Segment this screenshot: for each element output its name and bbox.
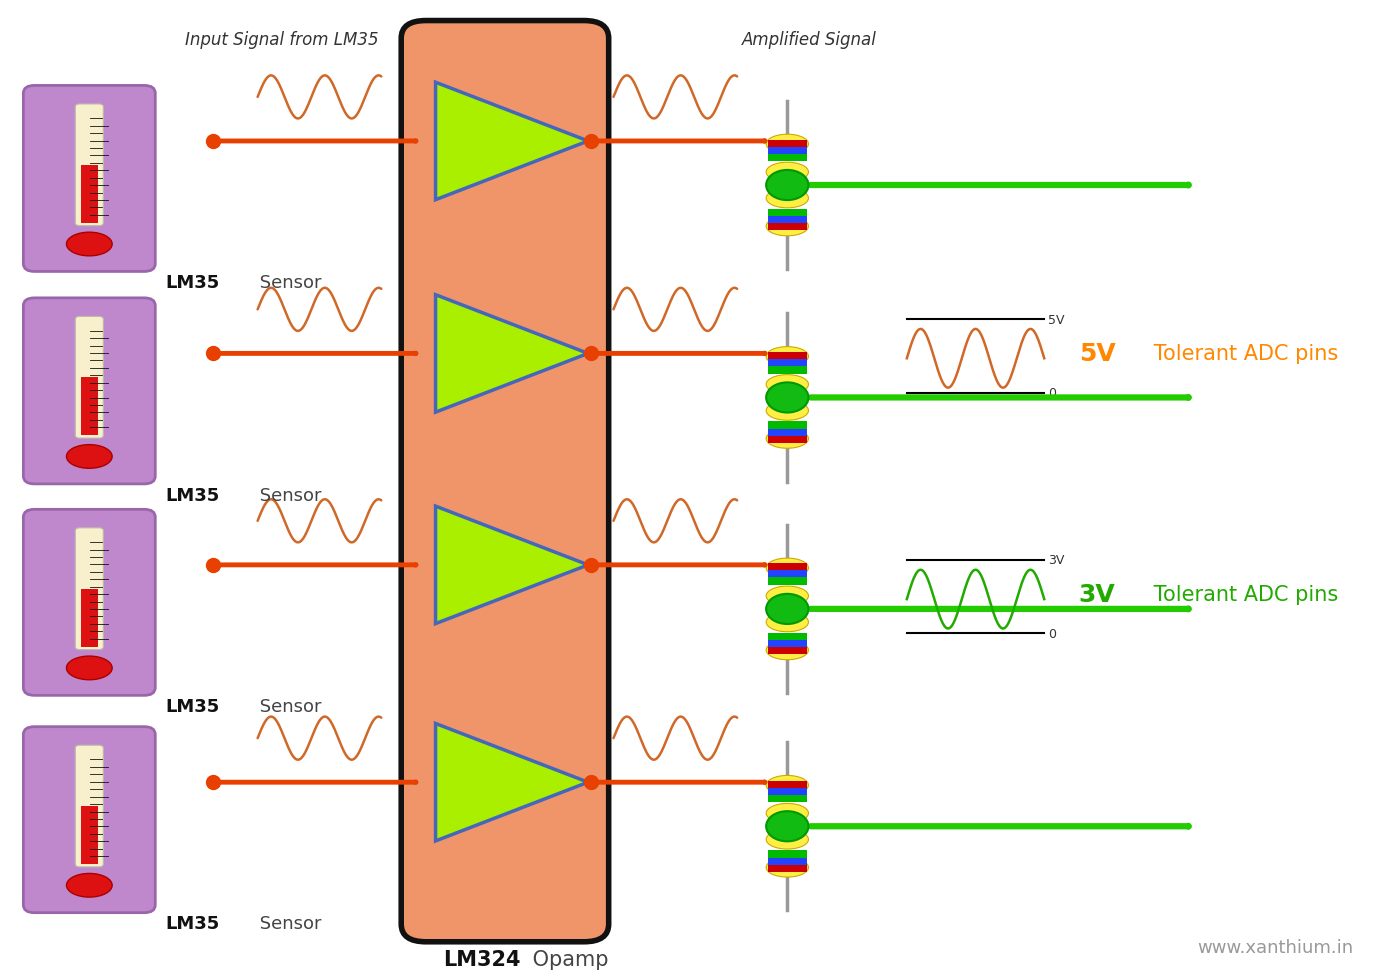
Text: LM35: LM35 [165,697,218,715]
Text: LM324: LM324 [442,949,521,968]
Text: LM35: LM35 [165,486,218,504]
Circle shape [767,171,808,200]
Ellipse shape [767,429,808,449]
Ellipse shape [767,190,808,208]
FancyBboxPatch shape [76,105,103,227]
Bar [768,209,807,217]
Text: Sensor: Sensor [254,914,322,932]
Bar [768,564,807,571]
Text: Sensor: Sensor [254,274,322,291]
Text: www.xanthium.in: www.xanthium.in [1197,939,1353,956]
Circle shape [767,383,808,413]
Bar [768,571,807,578]
Ellipse shape [767,829,808,849]
Text: LM35: LM35 [165,274,218,291]
Bar [768,367,807,375]
FancyBboxPatch shape [23,510,155,695]
Text: Amplified Signal: Amplified Signal [742,31,877,49]
FancyBboxPatch shape [23,86,155,272]
Polygon shape [436,724,588,841]
Ellipse shape [767,376,808,395]
Bar [81,378,98,436]
Bar [81,589,98,647]
Ellipse shape [767,776,808,795]
Bar [768,858,807,865]
Text: Sensor: Sensor [254,697,322,715]
Text: 5V: 5V [1048,313,1065,327]
Bar [768,781,807,788]
Bar [768,865,807,871]
Polygon shape [436,295,588,413]
Text: 5V: 5V [1079,342,1116,366]
Bar [768,224,807,231]
Bar [768,155,807,162]
Bar [768,850,807,858]
Ellipse shape [767,587,808,606]
Ellipse shape [767,858,808,877]
Bar [768,795,807,803]
Bar [768,647,807,654]
Bar [768,436,807,443]
Ellipse shape [66,445,113,468]
Bar [768,360,807,367]
Circle shape [767,595,808,624]
Circle shape [767,812,808,841]
FancyBboxPatch shape [76,317,103,439]
Ellipse shape [66,233,113,256]
Bar [81,806,98,865]
Bar [768,578,807,586]
Ellipse shape [66,873,113,897]
Text: Tolerant ADC pins: Tolerant ADC pins [1147,344,1338,364]
FancyBboxPatch shape [76,528,103,650]
Bar [768,353,807,360]
FancyBboxPatch shape [23,727,155,912]
Text: Tolerant ADC pins: Tolerant ADC pins [1147,585,1338,604]
Ellipse shape [66,656,113,680]
Text: 3V: 3V [1048,554,1065,567]
Bar [768,148,807,155]
Polygon shape [436,507,588,624]
Ellipse shape [767,804,808,823]
Text: Input Signal from LM35: Input Signal from LM35 [185,31,379,49]
Bar [768,633,807,641]
Polygon shape [436,83,588,200]
Bar [768,217,807,224]
Text: Opamp: Opamp [526,949,609,968]
Text: 0: 0 [1048,627,1057,641]
Bar [768,422,807,429]
Ellipse shape [767,163,808,182]
FancyBboxPatch shape [76,745,103,867]
Text: 3V: 3V [1079,583,1116,606]
Ellipse shape [767,402,808,421]
Ellipse shape [767,612,808,632]
Ellipse shape [767,641,808,660]
FancyBboxPatch shape [23,298,155,484]
Text: Sensor: Sensor [254,486,322,504]
Ellipse shape [767,135,808,155]
Text: LM35: LM35 [165,914,218,932]
Bar [768,141,807,148]
Ellipse shape [767,217,808,237]
Ellipse shape [767,558,808,578]
Text: 0: 0 [1048,386,1057,400]
FancyBboxPatch shape [401,22,609,942]
Bar [768,641,807,647]
Bar [768,429,807,436]
Bar [81,165,98,224]
Ellipse shape [767,347,808,367]
Bar [768,788,807,795]
